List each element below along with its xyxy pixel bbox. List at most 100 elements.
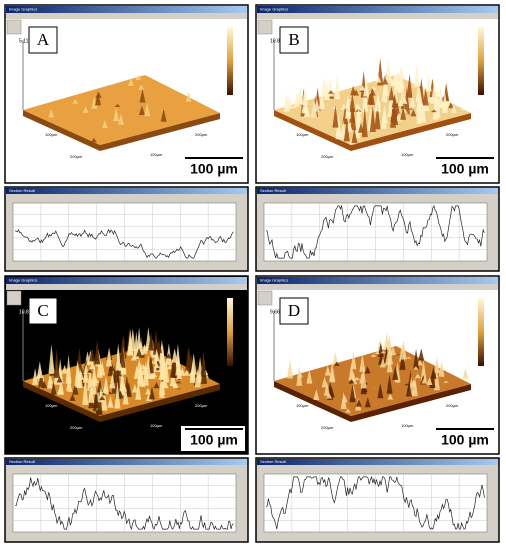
title-bar — [6, 6, 247, 13]
surface-peak — [414, 373, 421, 379]
axis-label: 200µm — [446, 132, 459, 137]
surface-peak — [287, 359, 294, 379]
surface-peak — [32, 368, 39, 385]
surface-peak — [426, 377, 433, 385]
surface-peak — [86, 369, 93, 373]
window-title: Section Result — [260, 459, 287, 464]
surface-top — [23, 75, 220, 145]
surface-peak — [101, 120, 108, 129]
surface-peak — [364, 397, 371, 408]
surface-peak — [89, 361, 96, 370]
surface-peak — [61, 364, 68, 374]
surface-peak — [171, 348, 178, 363]
surface-peak — [349, 384, 356, 403]
scale-bar-bg — [181, 155, 245, 180]
surface-peak — [387, 104, 394, 117]
surface-peak — [151, 371, 158, 378]
surface-peak — [355, 399, 362, 407]
surface-peak — [416, 90, 423, 112]
surface-peak — [407, 108, 414, 110]
surface-peak — [358, 90, 365, 92]
surface-peak — [165, 353, 172, 359]
surface-peak — [422, 88, 429, 106]
title-bar — [6, 277, 247, 284]
surface-peak — [69, 393, 76, 401]
toolbar — [6, 19, 22, 35]
surface-peak — [405, 380, 412, 397]
surface-peak — [94, 91, 101, 106]
surface-peak — [329, 361, 336, 382]
surface-peak — [138, 84, 145, 90]
surface-peak — [350, 351, 357, 370]
surface-peak — [299, 117, 306, 119]
surface-peak — [135, 380, 142, 400]
surface-peak — [349, 93, 356, 113]
surface-peak — [82, 106, 89, 113]
surface-peak — [434, 356, 441, 374]
surface-peak — [370, 354, 377, 357]
menu-bar — [6, 284, 247, 290]
surface-peak — [93, 388, 100, 409]
surface-peak — [48, 371, 55, 374]
surface-peak — [72, 99, 79, 104]
surface-peak — [332, 106, 339, 110]
surface-peak — [158, 390, 165, 398]
surface-peak — [144, 102, 151, 117]
surface-peak — [48, 109, 55, 118]
surface-peak — [359, 85, 366, 91]
surface-peak — [369, 105, 376, 132]
surface-peak — [345, 408, 352, 413]
surface-peak — [382, 77, 389, 85]
surface-peak — [400, 106, 407, 120]
axis-label: 200µm — [321, 425, 334, 430]
surface-peak — [41, 380, 48, 389]
axis-label: 100µm — [45, 132, 58, 137]
surface-peak — [368, 87, 375, 106]
surface-peak — [48, 344, 55, 374]
surface-peak — [82, 375, 89, 406]
surface-peak — [438, 360, 445, 377]
surface-peak — [355, 108, 362, 121]
surface-peak — [318, 90, 325, 110]
scale-bar-label: 100 µm — [441, 161, 489, 177]
surface-peak — [57, 376, 64, 395]
surface-peak — [90, 374, 97, 395]
surface-peak — [127, 329, 134, 356]
surface-peak — [413, 64, 420, 87]
surface-peak — [450, 104, 457, 114]
surface-peak — [397, 99, 404, 107]
surface-peak — [114, 381, 121, 409]
surface-peak — [354, 103, 361, 109]
surface-peak — [394, 69, 401, 91]
window-title: Image Graphics — [9, 278, 37, 283]
profile-line — [14, 477, 234, 531]
surface-peak — [88, 378, 95, 403]
surface-peak — [83, 363, 90, 375]
panel-label: D — [288, 301, 300, 320]
window-title: Image Graphics — [260, 278, 288, 283]
title-bar — [6, 459, 247, 465]
surface-peak — [119, 338, 126, 368]
surface-peak — [148, 386, 155, 400]
title-bar — [257, 277, 498, 284]
surface-peak — [388, 86, 395, 101]
surface-peak — [161, 373, 168, 388]
color-bar — [227, 298, 233, 366]
surface-peak — [358, 122, 365, 133]
surface-peak — [443, 380, 450, 383]
surface-peak — [328, 386, 335, 398]
surface-peak — [447, 102, 454, 109]
surface-peak — [91, 96, 98, 109]
window-title: Section Result — [260, 188, 287, 193]
surface-peak — [340, 391, 347, 409]
surface-peak — [119, 369, 126, 392]
panel: Image Graphics10.87µm100µm200µm100µm200µ… — [4, 275, 249, 543]
surface-peak — [141, 344, 148, 354]
surface-peak — [160, 108, 167, 110]
panel-label: B — [288, 30, 299, 49]
profile-line — [14, 228, 234, 259]
title-bar — [257, 188, 498, 194]
surface-side — [100, 113, 220, 151]
surface-peak — [148, 332, 155, 351]
